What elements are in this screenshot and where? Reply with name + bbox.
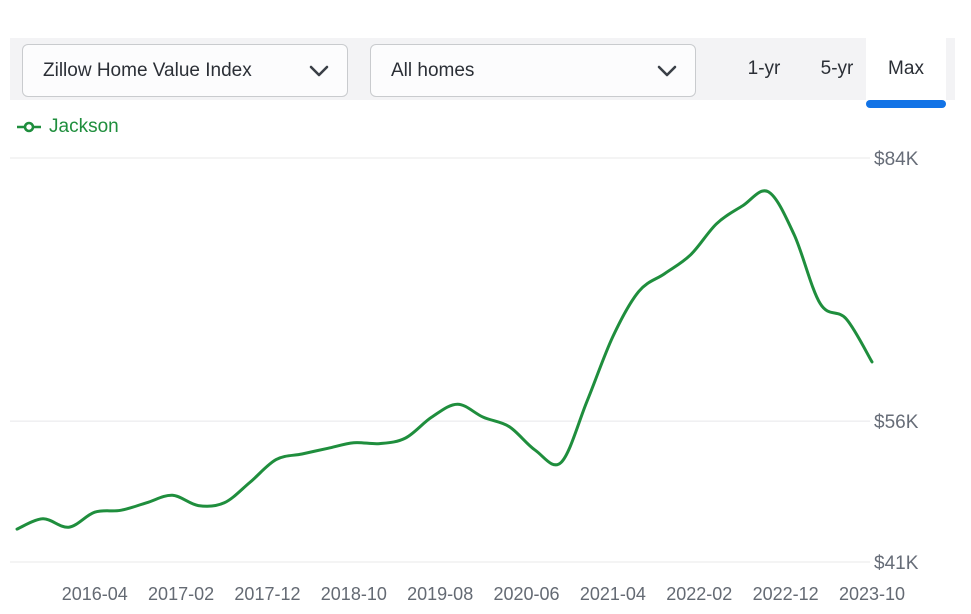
chart-toolbar: Zillow Home Value Index All homes 1-yr 5… <box>10 38 955 108</box>
range-tab-max[interactable]: Max <box>866 38 946 100</box>
y-axis-label: $56K <box>874 412 919 433</box>
y-axis-label: $41K <box>874 553 919 574</box>
chevron-down-icon <box>657 65 677 77</box>
home-type-dropdown[interactable]: All homes <box>370 44 696 97</box>
range-tab-1yr[interactable]: 1-yr <box>719 38 809 100</box>
x-axis-label: 2017-12 <box>234 584 300 604</box>
range-tab-5yr[interactable]: 5-yr <box>792 38 882 100</box>
series-line-jackson[interactable] <box>15 189 874 531</box>
x-axis-label: 2017-02 <box>148 584 214 604</box>
x-axis-label: 2018-10 <box>321 584 387 604</box>
x-axis-label: 2022-02 <box>666 584 732 604</box>
active-tab-underline <box>866 100 946 108</box>
legend-label: Jackson <box>49 116 119 137</box>
y-axis-label: $84K <box>874 149 919 170</box>
x-axis-label: 2021-04 <box>580 584 646 604</box>
metric-dropdown-value: Zillow Home Value Index <box>43 59 252 81</box>
x-axis-label: 2022-12 <box>753 584 819 604</box>
legend-line-marker-icon <box>17 121 41 133</box>
home-type-dropdown-value: All homes <box>391 59 475 81</box>
x-axis-label: 2019-08 <box>407 584 473 604</box>
x-axis-label: 2020-06 <box>494 584 560 604</box>
legend-item-jackson: Jackson <box>17 116 119 138</box>
metric-dropdown[interactable]: Zillow Home Value Index <box>22 44 348 97</box>
x-axis-label: 2016-04 <box>62 584 128 604</box>
chevron-down-icon <box>309 65 329 77</box>
x-axis-label: 2023-10 <box>839 584 905 604</box>
